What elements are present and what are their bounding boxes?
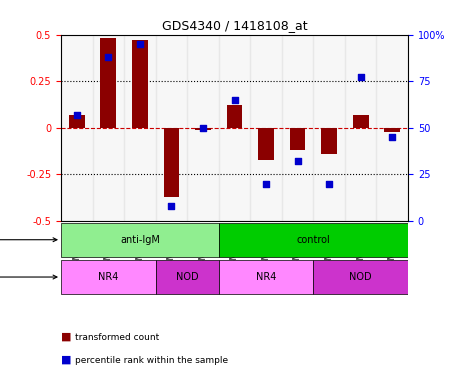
Text: transformed count: transformed count xyxy=(75,333,159,342)
Bar xyxy=(164,128,179,197)
Bar xyxy=(290,128,305,150)
Bar xyxy=(156,35,187,221)
Bar xyxy=(345,35,377,221)
Bar xyxy=(313,35,345,221)
Text: ■: ■ xyxy=(61,332,71,342)
Point xyxy=(262,181,270,187)
Bar xyxy=(61,223,219,257)
Text: anti-IgM: anti-IgM xyxy=(120,235,160,245)
Bar xyxy=(61,35,92,221)
Point xyxy=(294,158,302,164)
Text: NR4: NR4 xyxy=(98,272,119,282)
Point xyxy=(105,54,112,60)
Text: percentile rank within the sample: percentile rank within the sample xyxy=(75,356,228,365)
Bar xyxy=(195,128,211,130)
Bar xyxy=(313,260,408,294)
Bar xyxy=(377,35,408,221)
Title: GDS4340 / 1418108_at: GDS4340 / 1418108_at xyxy=(162,19,307,32)
Bar xyxy=(156,260,219,294)
Bar xyxy=(100,38,116,128)
Point xyxy=(136,41,144,47)
Bar xyxy=(124,35,156,221)
Bar xyxy=(258,128,274,159)
Text: control: control xyxy=(296,235,330,245)
Bar xyxy=(132,40,148,128)
Point xyxy=(167,203,175,209)
Point xyxy=(357,74,364,81)
Bar xyxy=(227,106,242,128)
Bar xyxy=(250,35,282,221)
Bar xyxy=(69,115,84,128)
Bar xyxy=(219,223,408,257)
Text: NR4: NR4 xyxy=(256,272,276,282)
Bar xyxy=(385,128,400,132)
Bar xyxy=(353,115,369,128)
Bar xyxy=(282,35,313,221)
Bar xyxy=(61,260,156,294)
Point xyxy=(388,134,396,140)
Text: NOD: NOD xyxy=(176,272,198,282)
Point xyxy=(325,181,333,187)
Bar xyxy=(219,35,250,221)
Bar xyxy=(219,260,313,294)
Text: strain: strain xyxy=(0,272,57,282)
Text: agent: agent xyxy=(0,235,57,245)
Text: ■: ■ xyxy=(61,355,71,365)
Point xyxy=(231,97,238,103)
Text: NOD: NOD xyxy=(349,272,372,282)
Point xyxy=(73,112,81,118)
Bar xyxy=(92,35,124,221)
Bar xyxy=(187,35,219,221)
Bar xyxy=(321,128,337,154)
Point xyxy=(199,125,207,131)
